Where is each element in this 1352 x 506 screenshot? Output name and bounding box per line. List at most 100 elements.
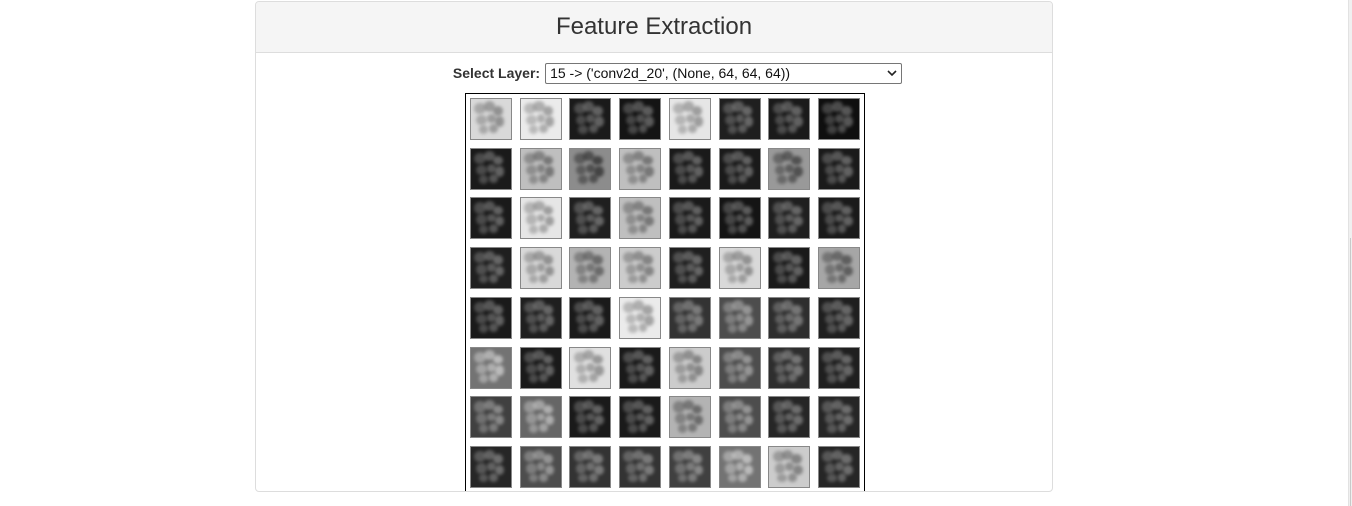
feature-map-thumbnail	[469, 197, 512, 240]
feature-cell	[665, 343, 715, 393]
feature-cell	[615, 442, 665, 491]
layer-select[interactable]: 15 -> ('conv2d_20', (None, 64, 64, 64))	[545, 62, 903, 84]
feature-map-thumbnail	[619, 446, 662, 489]
feature-cell	[814, 243, 864, 293]
feature-cell	[615, 144, 665, 194]
feature-cell	[566, 94, 616, 144]
feature-map-thumbnail	[718, 446, 761, 489]
feature-cell	[466, 442, 516, 491]
feature-map-thumbnail	[768, 346, 811, 389]
feature-cell	[715, 343, 765, 393]
feature-cell	[814, 94, 864, 144]
feature-map-thumbnail	[519, 147, 562, 190]
feature-cell	[516, 94, 566, 144]
feature-map-thumbnail	[619, 346, 662, 389]
feature-map-thumbnail	[619, 197, 662, 240]
feature-map-thumbnail	[569, 97, 612, 140]
feature-cell	[566, 343, 616, 393]
feature-cell	[466, 343, 516, 393]
feature-cell	[715, 243, 765, 293]
feature-map-thumbnail	[519, 296, 562, 339]
feature-map-thumbnail	[818, 346, 861, 389]
feature-map-thumbnail	[668, 396, 711, 439]
feature-map-thumbnail	[619, 396, 662, 439]
feature-map-thumbnail	[569, 147, 612, 190]
feature-cell	[466, 94, 516, 144]
feature-map-thumbnail	[519, 396, 562, 439]
feature-cell	[615, 343, 665, 393]
feature-cell	[466, 393, 516, 443]
feature-cell	[665, 94, 715, 144]
feature-map-thumbnail	[519, 346, 562, 389]
feature-cell	[814, 393, 864, 443]
feature-cell	[814, 442, 864, 491]
feature-cell	[765, 343, 815, 393]
feature-map-thumbnail	[718, 97, 761, 140]
feature-map-thumbnail	[718, 247, 761, 290]
feature-map-thumbnail	[718, 396, 761, 439]
feature-cell	[715, 293, 765, 343]
feature-cell	[814, 144, 864, 194]
feature-extraction-panel: Feature Extraction Select Layer: 15 -> (…	[255, 1, 1053, 492]
feature-map-thumbnail	[469, 97, 512, 140]
feature-map-thumbnail	[818, 446, 861, 489]
feature-map-thumbnail	[469, 247, 512, 290]
feature-map-thumbnail	[619, 296, 662, 339]
feature-map-thumbnail	[668, 296, 711, 339]
feature-cell	[765, 393, 815, 443]
feature-cell	[466, 194, 516, 244]
feature-cell	[765, 442, 815, 491]
feature-cell	[814, 194, 864, 244]
feature-cell	[615, 243, 665, 293]
feature-map-thumbnail	[768, 446, 811, 489]
feature-map-thumbnail	[818, 197, 861, 240]
feature-map-thumbnail	[818, 97, 861, 140]
feature-map-thumbnail	[569, 197, 612, 240]
feature-map-thumbnail	[569, 296, 612, 339]
feature-map-thumbnail	[768, 247, 811, 290]
feature-map-thumbnail	[619, 97, 662, 140]
feature-cell	[615, 393, 665, 443]
feature-cell	[665, 293, 715, 343]
feature-map-thumbnail	[519, 197, 562, 240]
feature-map-thumbnail	[469, 396, 512, 439]
feature-cell	[765, 144, 815, 194]
feature-map-thumbnail	[818, 296, 861, 339]
feature-cell	[615, 194, 665, 244]
feature-map-thumbnail	[718, 147, 761, 190]
feature-cell	[466, 293, 516, 343]
feature-map-thumbnail	[619, 147, 662, 190]
feature-cell	[665, 144, 715, 194]
feature-cell	[814, 293, 864, 343]
select-layer-label: Select Layer:	[452, 65, 541, 81]
feature-map-thumbnail	[519, 97, 562, 140]
chevron-down-icon	[887, 68, 897, 78]
feature-cell	[665, 194, 715, 244]
feature-cell	[566, 442, 616, 491]
layer-select-value: 15 -> ('conv2d_20', (None, 64, 64, 64))	[550, 65, 791, 81]
feature-cell	[665, 243, 715, 293]
feature-map-thumbnail	[668, 197, 711, 240]
feature-map-thumbnail	[469, 346, 512, 389]
feature-cell	[516, 194, 566, 244]
feature-map-thumbnail	[619, 247, 662, 290]
feature-map-thumbnail	[569, 446, 612, 489]
feature-map-thumbnail	[569, 247, 612, 290]
feature-cell	[566, 194, 616, 244]
feature-cell	[516, 293, 566, 343]
feature-cell	[715, 94, 765, 144]
feature-map-thumbnail	[768, 97, 811, 140]
feature-cell	[516, 442, 566, 491]
feature-map-thumbnail	[668, 247, 711, 290]
panel-title: Feature Extraction	[256, 2, 1052, 53]
feature-map-thumbnail	[718, 197, 761, 240]
feature-map-thumbnail	[768, 396, 811, 439]
feature-cell	[566, 293, 616, 343]
feature-map-thumbnail	[718, 296, 761, 339]
feature-map-thumbnail	[519, 446, 562, 489]
feature-map-thumbnail	[668, 147, 711, 190]
feature-cell	[715, 144, 765, 194]
feature-cell	[715, 393, 765, 443]
scrollbar-thumb[interactable]	[1350, 238, 1351, 506]
feature-map-thumbnail	[469, 296, 512, 339]
